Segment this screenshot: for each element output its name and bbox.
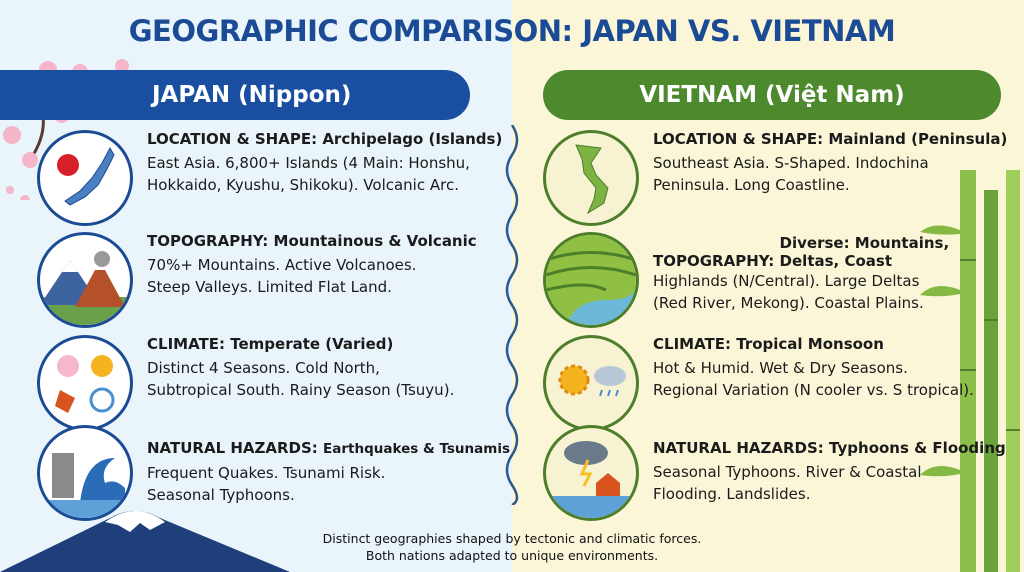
body-line: Frequent Quakes. Tsunami Risk.: [147, 464, 386, 482]
vietnam-climate-row: CLIMATE: Tropical Monsoon Hot & Humid. W…: [543, 335, 974, 431]
body-line: Hokkaido, Kyushu, Shikoku). Volcanic Arc…: [147, 176, 459, 194]
earthquake-tsunami-icon: [37, 425, 133, 521]
japan-header: JAPAN (Nippon): [0, 70, 470, 120]
vietnam-header-label: VIETNAM (Việt Nam): [639, 82, 905, 108]
vietnam-hazards-row: NATURAL HAZARDS: Typhoons & Flooding Sea…: [543, 425, 1006, 521]
japan-map-icon: [37, 130, 133, 226]
body-line: Seasonal Typhoons.: [147, 486, 295, 504]
body-line: East Asia. 6,800+ Islands (4 Main: Honsh…: [147, 154, 470, 172]
label-key: TOPOGRAPHY:: [653, 252, 775, 270]
japan-location-row: LOCATION & SHAPE: Archipelago (Islands) …: [37, 130, 502, 226]
label-key: LOCATION & SHAPE:: [653, 130, 824, 148]
body-line: (Red River, Mekong). Coastal Plains.: [653, 294, 924, 312]
label-value: Temperate (Varied): [230, 335, 394, 353]
label-key: NATURAL HAZARDS:: [653, 439, 824, 457]
mount-fuji-icon: [0, 511, 290, 572]
body-line: Highlands (N/Central). Large Deltas: [653, 272, 920, 290]
body-line: Distinct 4 Seasons. Cold North,: [147, 359, 380, 377]
page-title: GEOGRAPHIC COMPARISON: JAPAN VS. VIETNAM: [128, 14, 896, 48]
body-line: Peninsula. Long Coastline.: [653, 176, 850, 194]
footer-line: Distinct geographies shaped by tectonic …: [322, 531, 702, 546]
label-value: Mainland (Peninsula): [828, 130, 1008, 148]
label-value: Typhoons & Flooding: [829, 439, 1006, 457]
footer-caption: Distinct geographies shaped by tectonic …: [0, 530, 1024, 564]
vietnam-location-row: LOCATION & SHAPE: Mainland (Peninsula) S…: [543, 130, 1007, 226]
body-line: Subtropical South. Rainy Season (Tsuyu).: [147, 381, 455, 399]
vietnam-topography-row: TOPOGRAPHY: Diverse: Mountains, Deltas, …: [543, 232, 990, 328]
japan-header-label: JAPAN (Nippon): [152, 82, 352, 108]
label-key: CLIMATE:: [147, 335, 225, 353]
label-key: NATURAL HAZARDS:: [147, 439, 318, 457]
four-seasons-icon: [37, 335, 133, 431]
label-key: CLIMATE:: [653, 335, 731, 353]
label-value: Archipelago (Islands): [322, 130, 503, 148]
storm-flood-icon: [543, 425, 639, 521]
body-line: Flooding. Landslides.: [653, 485, 811, 503]
label-key: LOCATION & SHAPE:: [147, 130, 318, 148]
sun-rain-icon: [543, 335, 639, 431]
body-line: Southeast Asia. S-Shaped. Indochina: [653, 154, 929, 172]
japan-climate-row: CLIMATE: Temperate (Varied) Distinct 4 S…: [37, 335, 454, 431]
footer-line: Both nations adapted to unique environme…: [365, 548, 659, 563]
volcano-mountain-icon: [37, 232, 133, 328]
body-line: Hot & Humid. Wet & Dry Seasons.: [653, 359, 908, 377]
japan-topography-row: TOPOGRAPHY: Mountainous & Volcanic 70%+ …: [37, 232, 477, 328]
label-key: TOPOGRAPHY:: [147, 232, 269, 250]
label-value: Diverse: Mountains, Deltas, Coast: [779, 234, 950, 270]
vietnam-map-icon: [543, 130, 639, 226]
rice-terraces-icon: [543, 232, 639, 328]
label-value: Tropical Monsoon: [736, 335, 884, 353]
bamboo-icon: [920, 170, 1020, 572]
body-line: 70%+ Mountains. Active Volcanoes.: [147, 256, 417, 274]
label-value: Mountainous & Volcanic: [273, 232, 477, 250]
body-line: Regional Variation (N cooler vs. S tropi…: [653, 381, 974, 399]
japan-hazards-row: NATURAL HAZARDS: Earthquakes & Tsunamis …: [37, 425, 510, 521]
body-line: Seasonal Typhoons. River & Coastal: [653, 463, 922, 481]
body-line: Steep Valleys. Limited Flat Land.: [147, 278, 392, 296]
label-value: Earthquakes & Tsunamis: [323, 441, 510, 457]
wavy-divider: [505, 125, 519, 505]
vietnam-header: VIETNAM (Việt Nam): [543, 70, 1001, 120]
